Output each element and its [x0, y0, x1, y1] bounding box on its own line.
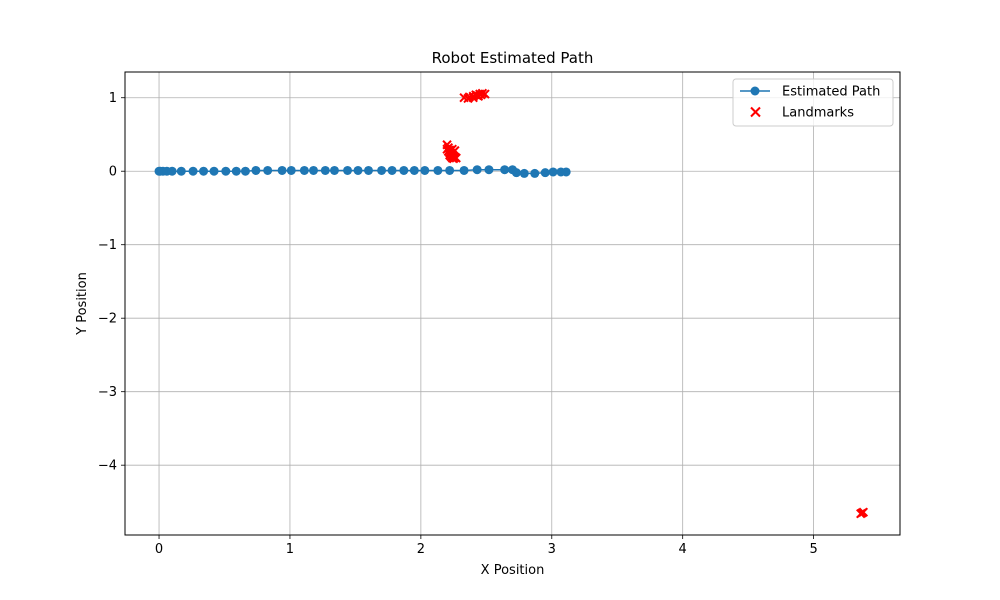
path-point — [343, 165, 353, 175]
estimated-path-series — [154, 165, 571, 178]
path-point — [309, 165, 319, 175]
y-axis-label: Y Position — [75, 272, 90, 336]
path-point — [221, 166, 231, 176]
x-tick-label: 2 — [417, 542, 425, 557]
legend-box — [732, 78, 894, 127]
legend-label-estimated-path: Estimated Path — [782, 85, 880, 100]
path-point — [277, 165, 287, 175]
x-tick-label: 5 — [809, 542, 817, 557]
x-tick-label: 3 — [548, 542, 556, 557]
y-tick-label: −2 — [98, 312, 117, 327]
path-point — [459, 165, 469, 175]
path-point — [329, 165, 339, 175]
y-tick-label: 0 — [109, 165, 117, 180]
path-point — [433, 165, 443, 175]
path-point — [519, 168, 529, 178]
y-tick-label: −1 — [98, 238, 117, 253]
legend-landmark-marker — [750, 106, 761, 118]
path-point — [445, 165, 455, 175]
path-point — [364, 165, 373, 175]
path-point — [299, 165, 309, 175]
path-point — [263, 165, 273, 175]
path-point — [188, 166, 198, 176]
path-point — [548, 167, 558, 177]
landmark-point — [447, 144, 457, 154]
path-point — [530, 168, 540, 178]
y-tick-label: −3 — [98, 385, 117, 400]
path-point — [387, 165, 397, 175]
landmark-point — [480, 89, 490, 99]
path-point — [251, 165, 261, 175]
path-point — [511, 168, 521, 178]
path-point — [286, 165, 296, 175]
path-point — [420, 165, 430, 175]
y-tick-label: −4 — [98, 459, 117, 474]
legend-label-landmarks: Landmarks — [782, 106, 854, 121]
x-axis-label: X Position — [481, 563, 545, 578]
path-point — [176, 166, 186, 176]
path-point — [377, 165, 387, 175]
path-point — [167, 166, 177, 176]
path-point — [320, 165, 330, 175]
legend: Estimated Path Landmarks — [732, 78, 894, 127]
path-point — [500, 165, 510, 175]
path-point — [399, 165, 409, 175]
x-tick-label: 1 — [286, 542, 294, 557]
path-point — [561, 167, 571, 177]
plot-frame — [124, 71, 901, 536]
x-tick-label: 0 — [155, 542, 163, 557]
y-tick-label: 1 — [109, 91, 117, 106]
path-point — [472, 165, 482, 175]
landmark-point — [473, 91, 484, 101]
legend-path-marker — [750, 86, 760, 96]
landmarks-series — [442, 88, 869, 519]
landmark-point — [448, 154, 459, 164]
chart-title: Robot Estimated Path — [432, 49, 594, 67]
path-point — [240, 166, 250, 176]
path-point — [231, 166, 241, 176]
path-point — [484, 165, 494, 175]
path-point — [409, 165, 419, 175]
x-tick-label: 4 — [679, 542, 687, 557]
path-point — [209, 166, 219, 176]
path-point — [199, 166, 209, 176]
landmark-point — [451, 153, 461, 163]
path-point — [353, 165, 363, 175]
axis-ticks: 0 1 2 3 4 5 1 0 −1 −2 −3 −4 — [98, 91, 818, 557]
path-point — [540, 168, 550, 178]
landmark-point — [856, 508, 866, 519]
